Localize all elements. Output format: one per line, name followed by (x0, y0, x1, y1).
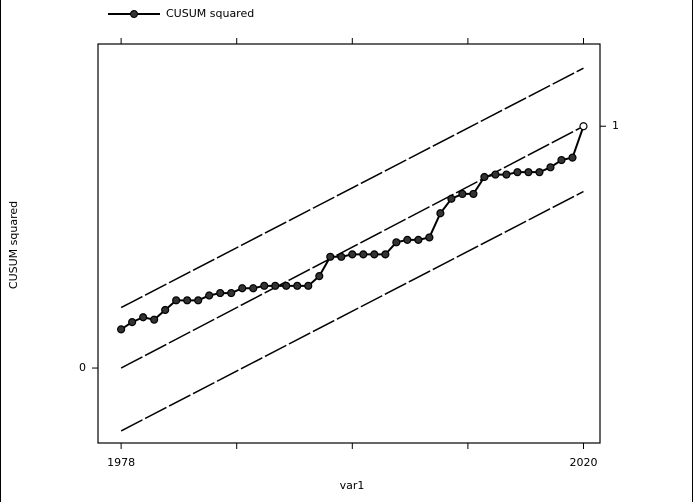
point (447, 194, 456, 203)
point (315, 272, 324, 281)
point (436, 209, 445, 218)
point (205, 291, 214, 300)
point (348, 250, 357, 259)
plot-area (97, 43, 601, 444)
y-tick-label: 0 (79, 361, 86, 374)
band-line (120, 67, 584, 309)
point (502, 170, 511, 179)
point (293, 281, 302, 290)
point (260, 281, 269, 290)
point (150, 315, 159, 324)
band-line (120, 125, 584, 369)
point (183, 296, 192, 305)
point (238, 284, 247, 293)
y2-tick-label: 1 (612, 119, 619, 132)
point (491, 170, 500, 179)
point (139, 313, 148, 322)
point (271, 281, 280, 290)
point (458, 189, 467, 199)
point (403, 235, 412, 244)
point (535, 168, 544, 177)
point (161, 305, 170, 315)
point (546, 163, 555, 172)
legend-label: CUSUM squared (166, 7, 254, 20)
point (568, 153, 577, 162)
y-axis-title: CUSUM squared (7, 201, 20, 289)
point (282, 281, 291, 290)
point (337, 252, 346, 261)
band-line (120, 190, 584, 432)
point (359, 250, 368, 259)
point (480, 172, 489, 182)
point (469, 189, 478, 199)
point (524, 168, 533, 177)
point (579, 122, 588, 131)
point (128, 317, 137, 327)
legend-marker (130, 10, 138, 18)
point (370, 250, 379, 259)
x-tick-label: 2020 (569, 456, 597, 469)
x-axis-title: var1 (340, 479, 365, 492)
point (117, 325, 126, 334)
point (227, 288, 236, 298)
point (249, 284, 258, 293)
point (172, 296, 181, 305)
point (326, 252, 335, 261)
point (557, 155, 566, 165)
x-tick-label: 1978 (107, 456, 135, 469)
point (381, 250, 390, 259)
point (304, 281, 313, 290)
point (216, 288, 225, 298)
point (414, 235, 423, 244)
point (425, 233, 434, 242)
point (194, 296, 203, 305)
point (513, 168, 522, 177)
point (392, 238, 401, 247)
